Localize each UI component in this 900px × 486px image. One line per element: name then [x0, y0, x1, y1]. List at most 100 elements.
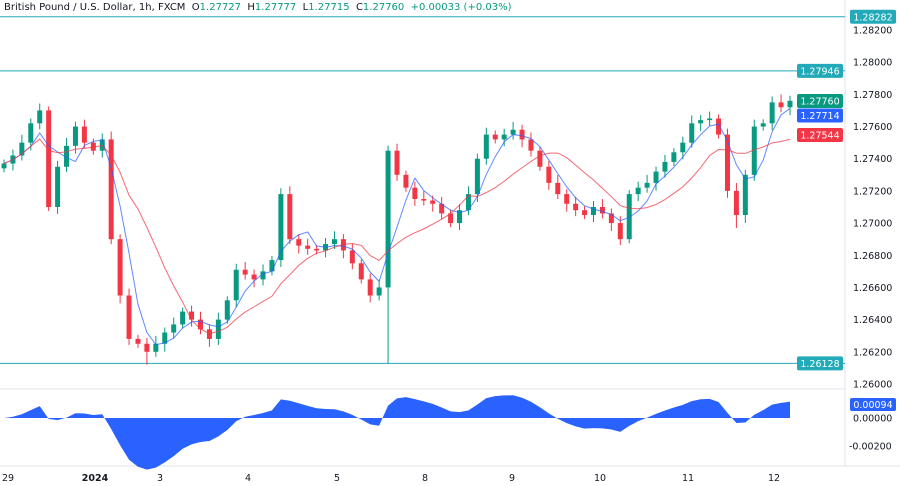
fast-ma-line	[3, 108, 791, 346]
candle-body	[599, 206, 605, 214]
candle-body	[198, 319, 203, 330]
candle-body	[439, 203, 445, 214]
candle-body	[162, 332, 168, 344]
candle	[635, 181, 641, 202]
candle-body	[1, 163, 7, 169]
candle	[474, 153, 480, 203]
symbol-title: British Pound / U.S. Dollar, 1h, FXCM	[4, 2, 186, 13]
candle-body	[180, 311, 186, 325]
osc-tick-label: -0.00200	[849, 442, 892, 453]
candle-body	[206, 329, 212, 339]
candle	[492, 130, 498, 144]
price-tag-label: 1.27760	[800, 97, 839, 108]
candle	[626, 190, 632, 244]
price-tag-bg	[797, 108, 843, 123]
close-label: C	[355, 2, 363, 13]
price-tag-bg	[797, 128, 843, 142]
candle	[215, 312, 221, 345]
candle	[269, 256, 275, 276]
candle	[564, 189, 570, 212]
time-axis-label: 10	[594, 473, 606, 484]
candle-body	[492, 134, 498, 140]
candle-body	[457, 210, 463, 224]
candle	[555, 174, 561, 200]
price-tick-label: 1.26200	[853, 347, 892, 358]
candle	[37, 103, 43, 130]
candle	[28, 118, 34, 151]
candle	[376, 279, 382, 301]
candle	[457, 204, 463, 230]
time-axis-label: 8	[422, 473, 428, 484]
price-tag-label: 1.27946	[800, 66, 839, 77]
candle-body	[358, 263, 364, 280]
candle	[126, 288, 132, 345]
candle-body	[626, 194, 632, 240]
candle-body	[37, 110, 43, 124]
price-tag-label: 1.28282	[853, 12, 892, 23]
candle-body	[778, 102, 784, 108]
price-tag-label: 1.27544	[800, 131, 839, 142]
price-tick-label: 1.26600	[853, 283, 892, 294]
candle	[439, 196, 445, 220]
candle	[787, 95, 793, 116]
price-tick-label: 1.27800	[853, 90, 892, 101]
candle-body	[189, 311, 195, 320]
candle	[591, 201, 596, 222]
time-axis-label: 5	[334, 473, 340, 484]
candle	[689, 115, 695, 148]
candle-body	[582, 210, 588, 216]
candle-body	[787, 100, 793, 108]
candle-body	[448, 213, 454, 224]
symbol-legend: British Pound / U.S. Dollar, 1h, FXCM O1…	[4, 2, 512, 13]
candle	[412, 181, 418, 206]
candle	[394, 143, 400, 181]
candle-body	[662, 161, 668, 172]
candle	[778, 94, 784, 113]
candle-body	[215, 319, 221, 339]
candle	[403, 170, 409, 192]
candle	[251, 269, 257, 288]
time-axis-label: 2024	[82, 473, 109, 484]
price-tick-label: 1.27200	[853, 186, 892, 197]
candle-body	[269, 260, 275, 272]
price-tick-label: 1.28000	[853, 58, 892, 69]
candle-body	[55, 166, 61, 207]
candle-body	[278, 194, 284, 261]
candle-body	[314, 248, 320, 251]
candle-body	[474, 158, 480, 195]
candle	[733, 183, 739, 228]
price-tag-fast_ma: 1.27714	[797, 108, 843, 123]
time-axis-label: 9	[509, 473, 515, 484]
candle-body	[126, 295, 132, 339]
candle-body	[555, 182, 561, 195]
candle	[421, 191, 427, 206]
candle	[653, 166, 659, 191]
candle-body	[591, 206, 596, 216]
candle	[296, 234, 302, 254]
candle	[278, 188, 284, 268]
candle-body	[421, 198, 427, 201]
candle-body	[260, 271, 266, 280]
candle-body	[224, 300, 230, 320]
price-tick-label: 1.27000	[853, 219, 892, 230]
candle-body	[349, 250, 355, 264]
candle	[671, 148, 677, 166]
candle-body	[510, 129, 516, 135]
candle-body	[519, 129, 525, 140]
candle-body	[671, 152, 677, 162]
candle	[180, 307, 186, 329]
price-tick-label: 1.26800	[853, 251, 892, 262]
price-tag-label: 1.26128	[800, 359, 839, 370]
time-axis-label: 11	[682, 473, 694, 484]
close-value: 1.27760	[362, 2, 405, 13]
candle-body	[546, 166, 552, 183]
candle-body	[394, 150, 400, 175]
candle	[769, 96, 775, 131]
candle	[582, 206, 588, 220]
candle	[198, 311, 203, 335]
candle-body	[64, 145, 70, 167]
candle-body	[305, 245, 311, 249]
candle	[135, 334, 141, 348]
candle	[724, 128, 730, 198]
